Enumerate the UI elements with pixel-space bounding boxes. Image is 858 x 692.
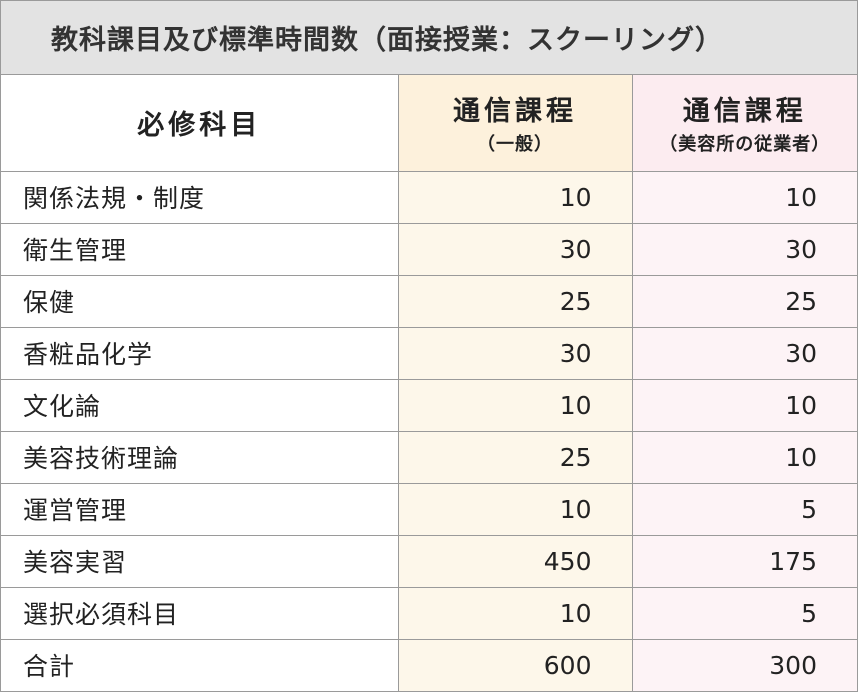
table-row: 衛生管理 30 30 [1, 222, 857, 276]
table-row: 美容実習 450 175 [1, 534, 857, 588]
curriculum-table: 必修科目 通信課程 （一般） 通信課程 （美容所の従業者） 関係法規・制度 10… [1, 75, 857, 691]
subject-cell: 美容技術理論 [1, 430, 399, 484]
subject-cell: 保健 [1, 274, 399, 328]
employee-hours-cell: 30 [631, 222, 857, 276]
employee-hours-cell: 5 [631, 586, 857, 640]
table-row: 運営管理 10 5 [1, 482, 857, 536]
general-hours-cell: 25 [397, 430, 633, 484]
subject-cell: 香粧品化学 [1, 326, 399, 380]
table-row: 文化論 10 10 [1, 378, 857, 432]
header-subject-label: 必修科目 [137, 110, 262, 142]
employee-total-cell: 300 [631, 638, 857, 691]
subject-cell: 選択必須科目 [1, 586, 399, 640]
header-general-main: 通信課程 [453, 96, 577, 128]
header-general-sub: （一般） [477, 134, 553, 156]
table-row: 選択必須科目 10 5 [1, 586, 857, 640]
subject-cell: 衛生管理 [1, 222, 399, 276]
table-row: 美容技術理論 25 10 [1, 430, 857, 484]
total-row: 合計 600 300 [1, 638, 857, 691]
table-row: 香粧品化学 30 30 [1, 326, 857, 380]
header-row: 必修科目 通信課程 （一般） 通信課程 （美容所の従業者） [1, 75, 857, 172]
table-title: 教科課目及び標準時間数（面接授業：スクーリング） [1, 1, 857, 75]
general-total-cell: 600 [397, 638, 633, 691]
subject-cell: 美容実習 [1, 534, 399, 588]
header-general: 通信課程 （一般） [397, 75, 633, 172]
header-employee-sub: （美容所の従業者） [659, 134, 831, 156]
employee-hours-cell: 30 [631, 326, 857, 380]
table-row: 保健 25 25 [1, 274, 857, 328]
employee-hours-cell: 175 [631, 534, 857, 588]
general-hours-cell: 25 [397, 274, 633, 328]
subject-cell: 文化論 [1, 378, 399, 432]
employee-hours-cell: 10 [631, 378, 857, 432]
employee-hours-cell: 10 [631, 430, 857, 484]
general-hours-cell: 30 [397, 222, 633, 276]
table-row: 関係法規・制度 10 10 [1, 170, 857, 224]
subject-cell: 運営管理 [1, 482, 399, 536]
general-hours-cell: 10 [397, 378, 633, 432]
general-hours-cell: 10 [397, 482, 633, 536]
subject-cell: 関係法規・制度 [1, 170, 399, 224]
general-hours-cell: 10 [397, 586, 633, 640]
general-hours-cell: 30 [397, 326, 633, 380]
general-hours-cell: 10 [397, 170, 633, 224]
employee-hours-cell: 25 [631, 274, 857, 328]
header-subject: 必修科目 [1, 75, 399, 172]
header-employee: 通信課程 （美容所の従業者） [631, 75, 857, 172]
header-employee-main: 通信課程 [682, 96, 807, 128]
employee-hours-cell: 5 [631, 482, 857, 536]
employee-hours-cell: 10 [631, 170, 857, 224]
general-hours-cell: 450 [397, 534, 633, 588]
total-label-cell: 合計 [1, 638, 399, 691]
